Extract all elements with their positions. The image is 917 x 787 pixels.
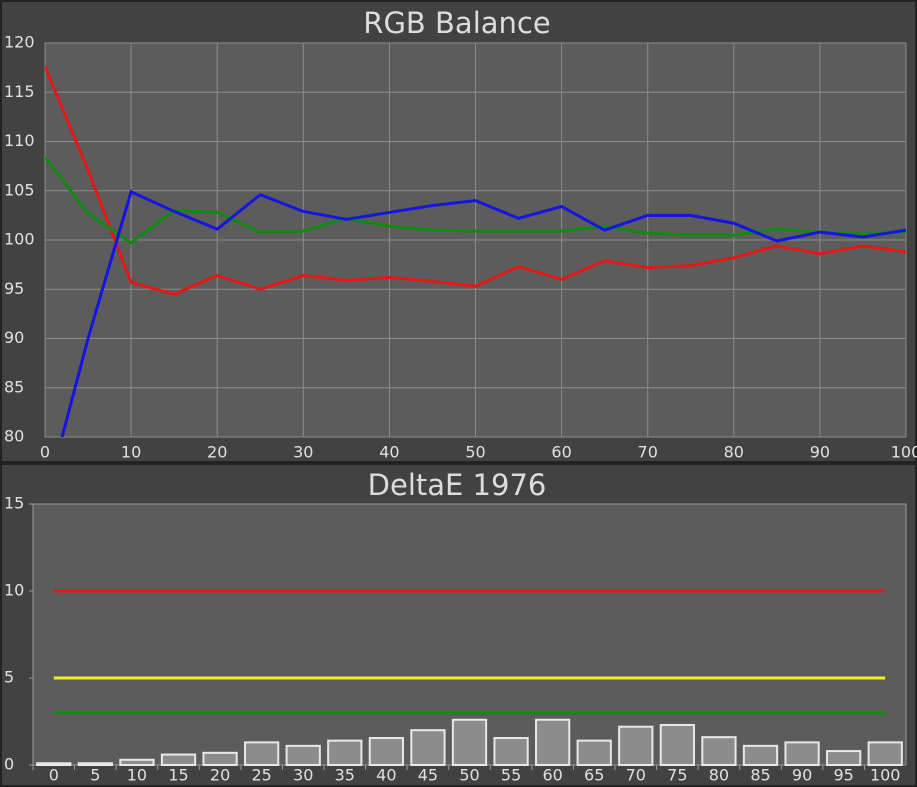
x-tick-label: 10 (127, 766, 147, 785)
bar (285, 744, 321, 766)
bar (742, 744, 779, 766)
x-tick-label: 80 (709, 766, 729, 785)
x-tick-label: 95 (833, 766, 853, 785)
x-tick-label: 10 (121, 443, 141, 462)
x-tick-label: 30 (293, 443, 313, 462)
y-tick-label: 90 (4, 328, 24, 347)
x-tick-label: 60 (551, 443, 571, 462)
y-tick-label: 0 (4, 755, 14, 774)
bar (368, 737, 404, 767)
chart-title: RGB Balance (363, 6, 550, 40)
bar (327, 739, 363, 767)
y-tick-label: 95 (4, 279, 24, 298)
x-tick-label: 50 (465, 443, 485, 462)
bar (119, 758, 155, 767)
line-series (45, 156, 906, 245)
x-tick-label: 65 (584, 766, 604, 785)
bar (244, 741, 280, 767)
x-tick-label: 0 (40, 443, 50, 462)
x-tick-label: 60 (542, 766, 562, 785)
x-tick-label: 100 (891, 443, 917, 462)
y-tick-label: 120 (4, 33, 35, 52)
x-tick-label: 50 (459, 766, 479, 785)
x-tick-label: 45 (418, 766, 438, 785)
bar (618, 725, 654, 766)
bar (826, 750, 862, 767)
line-series (60, 189, 906, 437)
y-tick-label: 105 (4, 180, 35, 199)
x-tick-label: 100 (870, 766, 901, 785)
y-tick-label: 5 (4, 668, 14, 687)
line-series (45, 66, 906, 296)
x-tick-label: 40 (379, 443, 399, 462)
y-tick-label: 85 (4, 377, 24, 396)
x-tick-label: 15 (168, 766, 188, 785)
y-tick-label: 80 (4, 427, 24, 446)
x-tick-label: 20 (207, 443, 227, 462)
x-tick-label: 25 (251, 766, 271, 785)
x-tick-label: 80 (724, 443, 744, 462)
bar (451, 718, 488, 767)
x-tick-label: 85 (750, 766, 770, 785)
bar (659, 723, 695, 766)
bar (410, 729, 446, 767)
bar (160, 753, 197, 766)
bar (202, 751, 238, 767)
x-tick-label: 90 (792, 766, 812, 785)
bar (77, 762, 113, 767)
x-tick-label: 0 (49, 766, 59, 785)
x-tick-label: 70 (638, 443, 658, 462)
bar (867, 741, 903, 767)
bar (535, 718, 571, 767)
y-tick-label: 10 (4, 581, 24, 600)
bar (701, 736, 737, 766)
y-tick-label: 115 (4, 82, 35, 101)
bar (36, 762, 72, 767)
x-tick-label: 90 (810, 443, 830, 462)
y-tick-label: 15 (4, 494, 24, 513)
bar (576, 739, 612, 767)
bar (784, 741, 820, 767)
x-tick-label: 30 (293, 766, 313, 785)
chart-title: DeltaE 1976 (368, 468, 547, 502)
x-tick-label: 20 (210, 766, 230, 785)
x-tick-label: 75 (667, 766, 687, 785)
x-tick-label: 70 (626, 766, 646, 785)
bar (493, 737, 529, 767)
y-tick-label: 100 (4, 230, 35, 249)
y-tick-label: 110 (4, 131, 35, 150)
x-tick-label: 40 (376, 766, 396, 785)
x-tick-label: 35 (335, 766, 355, 785)
x-tick-label: 5 (90, 766, 100, 785)
x-tick-label: 55 (501, 766, 521, 785)
